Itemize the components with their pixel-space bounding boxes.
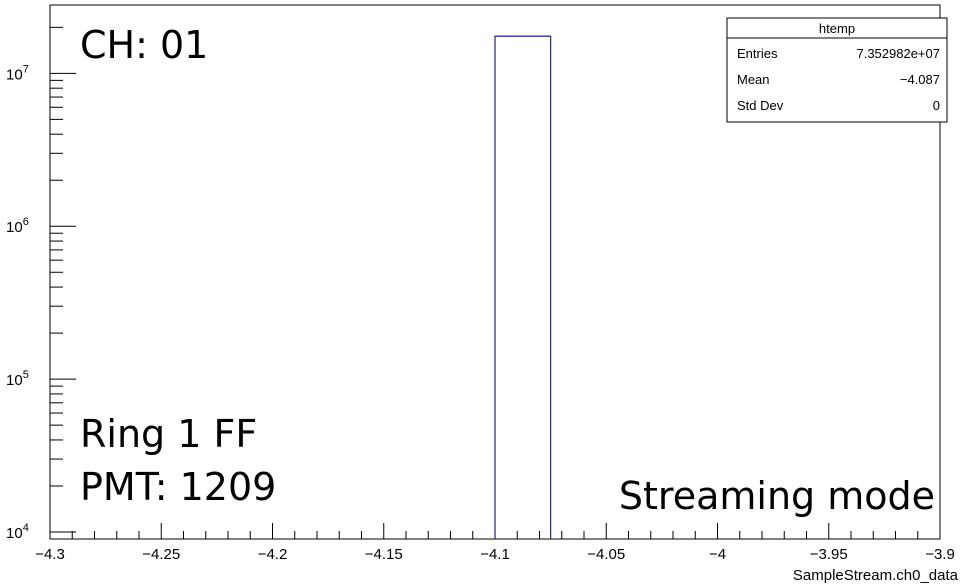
stats-box-frame <box>726 17 948 123</box>
x-tick-label: −3.9 <box>925 546 955 563</box>
x-tick-label: −4.15 <box>365 546 403 563</box>
x-tick-label: −4.2 <box>258 546 288 563</box>
histogram-bin <box>494 35 552 539</box>
channel-label: CH: 01 <box>80 23 208 67</box>
ring-label: Ring 1 FF <box>80 412 257 456</box>
y-tick-label: 107 <box>6 63 29 83</box>
stats-entries-value: 7.352982e+07 <box>856 46 940 61</box>
x-tick-label: −3.95 <box>810 546 848 563</box>
mode-label: Streaming mode <box>619 474 935 518</box>
stats-title: htemp <box>819 21 855 36</box>
y-tick-label: 104 <box>6 522 29 542</box>
x-axis-label: SampleStream.ch0_data <box>793 567 959 584</box>
y-tick-label: 105 <box>6 369 29 389</box>
stats-mean-value: −4.087 <box>900 72 940 87</box>
stats-box: htemp Entries 7.352982e+07 Mean −4.087 S… <box>726 17 948 123</box>
stats-stddev-label: Std Dev <box>737 98 784 113</box>
pmt-label: PMT: 1209 <box>80 465 276 509</box>
stats-entries-label: Entries <box>737 46 778 61</box>
stats-mean-label: Mean <box>737 72 770 87</box>
x-tick-label: −4 <box>709 546 726 563</box>
x-tick-label: −4.25 <box>142 546 180 563</box>
histogram-bars <box>494 35 552 539</box>
stats-stddev-value: 0 <box>933 98 940 113</box>
x-tick-label: −4.3 <box>35 546 65 563</box>
x-tick-label: −4.05 <box>587 546 625 563</box>
x-tick-label: −4.1 <box>480 546 510 563</box>
x-axis: −4.3 −4.25 −4.2 −4.15 −4.1 −4.05 −4 −3.95 −3.9 <box>35 523 955 563</box>
y-tick-label: 106 <box>6 216 29 236</box>
y-axis: 104 105 106 107 <box>6 26 76 542</box>
